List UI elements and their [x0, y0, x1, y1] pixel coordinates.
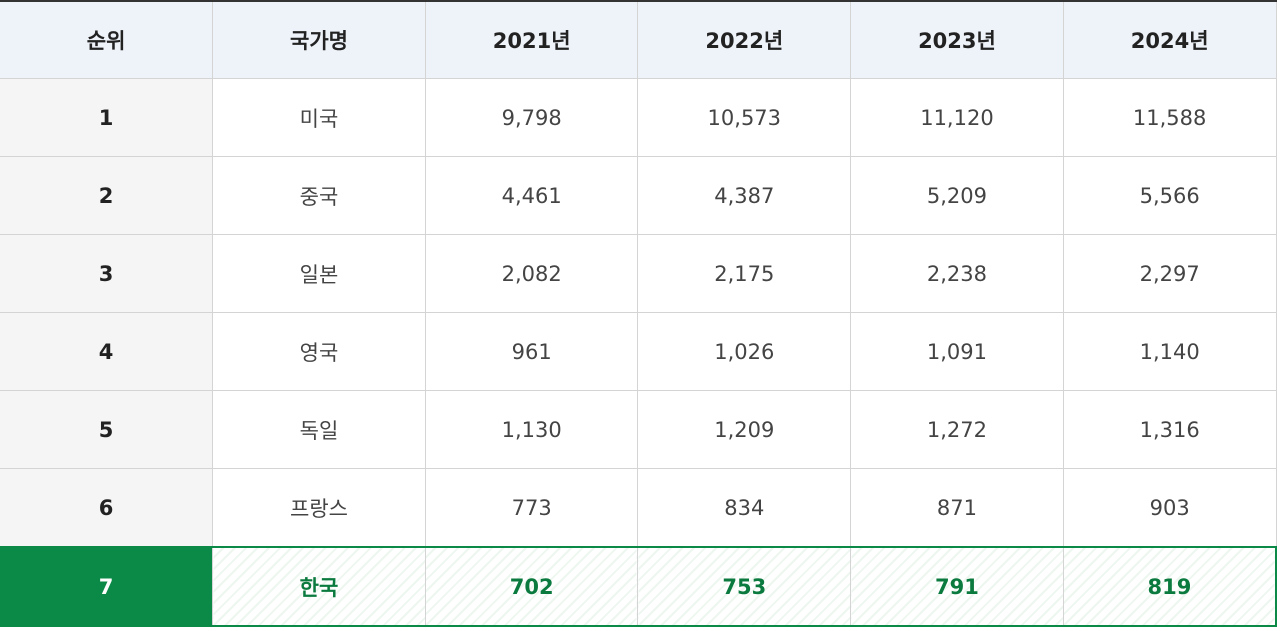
data-cell: 2,238 — [850, 234, 1064, 313]
table-row: 4 영국 961 1,026 1,091 1,140 — [0, 312, 1277, 391]
table-row: 7 한국 702 753 791 819 — [0, 546, 1277, 627]
table-row: 2 중국 4,461 4,387 5,209 5,566 — [0, 156, 1277, 235]
data-cell: 11,588 — [1062, 78, 1277, 157]
header-cell: 2023년 — [850, 0, 1064, 79]
data-cell: 2,297 — [1062, 234, 1277, 313]
data-cell: 4,387 — [637, 156, 852, 235]
rank-cell: 4 — [0, 312, 214, 391]
data-cell: 독일 — [212, 390, 426, 469]
data-cell: 773 — [424, 468, 639, 548]
header-cell: 순위 — [0, 0, 214, 79]
data-cell: 11,120 — [850, 78, 1064, 157]
data-cell: 1,140 — [1062, 312, 1277, 391]
header-cell: 2021년 — [424, 0, 639, 79]
table-body: 1 미국 9,798 10,573 11,120 11,588 2 중국 4,461 4,387 5… — [0, 78, 1277, 627]
data-cell: 2,082 — [424, 234, 639, 313]
table-row: 3 일본 2,082 2,175 2,238 2,297 — [0, 234, 1277, 313]
data-cell: 1,091 — [850, 312, 1064, 391]
table-row: 5 독일 1,130 1,209 1,272 1,316 — [0, 390, 1277, 469]
rank-cell: 2 — [0, 156, 214, 235]
data-cell: 중국 — [212, 156, 426, 235]
data-cell: 미국 — [212, 78, 426, 157]
data-cell: 영국 — [212, 312, 426, 391]
data-cell: 1,026 — [637, 312, 852, 391]
data-cell: 961 — [424, 312, 639, 391]
rank-cell: 7 — [0, 546, 214, 627]
data-cell: 5,209 — [850, 156, 1064, 235]
data-cell: 903 — [1062, 468, 1277, 548]
data-cell: 753 — [637, 546, 852, 627]
data-cell: 1,316 — [1062, 390, 1277, 469]
data-cell: 일본 — [212, 234, 426, 313]
rank-cell: 6 — [0, 468, 214, 548]
data-cell: 9,798 — [424, 78, 639, 157]
data-cell: 2,175 — [637, 234, 852, 313]
table-row: 1 미국 9,798 10,573 11,120 11,588 — [0, 78, 1277, 157]
data-cell: 871 — [850, 468, 1064, 548]
data-cell: 819 — [1062, 546, 1277, 627]
data-cell: 1,130 — [424, 390, 639, 469]
rank-cell: 3 — [0, 234, 214, 313]
data-cell: 791 — [850, 546, 1064, 627]
rank-cell: 5 — [0, 390, 214, 469]
data-cell: 1,209 — [637, 390, 852, 469]
data-cell: 한국 — [212, 546, 426, 627]
table-row: 6 프랑스 773 834 871 903 — [0, 468, 1277, 548]
data-cell: 4,461 — [424, 156, 639, 235]
data-cell: 프랑스 — [212, 468, 426, 548]
rank-cell: 1 — [0, 78, 214, 157]
header-cell: 2022년 — [637, 0, 852, 79]
header-row: 순위 국가명 2021년 2022년 2023년 2024년 — [0, 0, 1277, 79]
data-cell: 834 — [637, 468, 852, 548]
data-cell: 5,566 — [1062, 156, 1277, 235]
header-cell: 2024년 — [1062, 0, 1277, 79]
data-cell: 702 — [424, 546, 639, 627]
data-cell: 10,573 — [637, 78, 852, 157]
header-cell: 국가명 — [212, 0, 426, 79]
data-cell: 1,272 — [850, 390, 1064, 469]
